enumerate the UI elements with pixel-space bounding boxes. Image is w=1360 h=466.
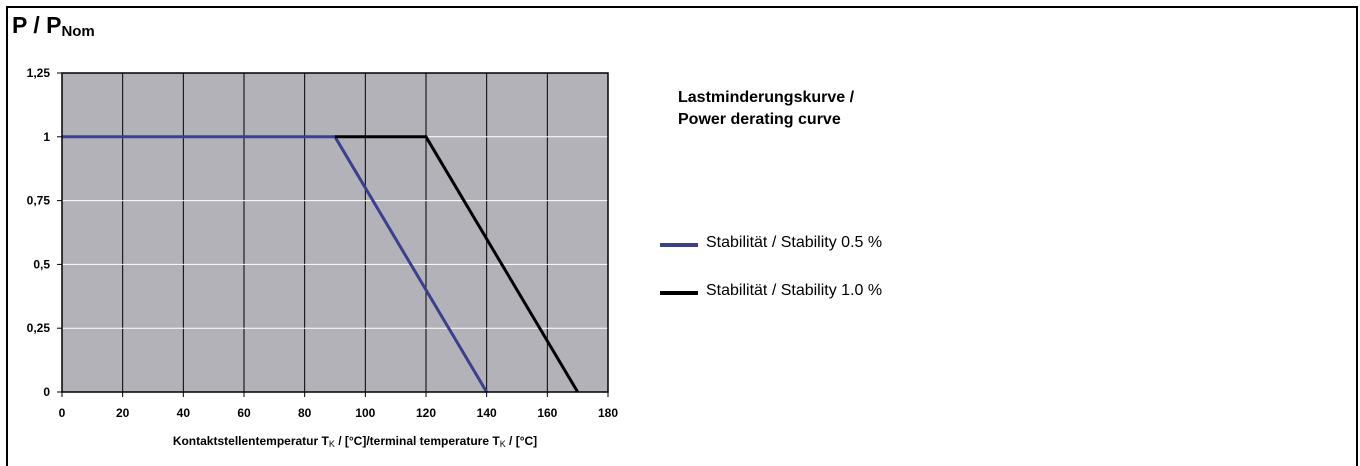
y-tick-label: 0 [43,385,50,399]
series-lines [62,135,579,393]
x-tick-label: 80 [298,406,312,420]
x-tick-label: 180 [598,406,618,420]
plot-border [61,72,609,393]
y-tick-label: 0,75 [27,194,51,208]
x-tick-label: 60 [237,406,251,420]
x-tick-label: 0 [59,406,66,420]
tick-labels: 0 20 40 60 80 100 120 140 160 180 0 0,25 0,5 0,75 1 1,2… [27,66,619,420]
x-tick-label: 100 [355,406,375,420]
legend-label: Stabilität / Stability 0.5 % [706,234,883,251]
plot-area [62,73,608,392]
y-tick-label: 1 [43,130,50,144]
legend-label: Stabilität / Stability 1.0 % [706,282,883,299]
series-line-1 [335,135,579,393]
x-tick-label: 40 [177,406,191,420]
legend-title: Lastminderungskurve / Power derating cur… [678,87,854,131]
chart-frame [6,6,1358,466]
legend-swatch-blue [660,243,698,247]
x-tick-label: 160 [537,406,557,420]
y-tick-label: 1,25 [27,66,51,80]
y-tick-label: 0,25 [27,321,51,335]
legend-title-line-1: Lastminderungskurve / [678,89,855,106]
x-tick-label: 140 [477,406,497,420]
y-tick-label: 0,5 [33,257,50,271]
axes [57,72,609,397]
legend-swatch-black [660,291,698,295]
x-axis-title: Kontaktstellentemperatur TK / [°C]/termi… [173,434,537,449]
legend-title-line-2: Power derating curve [678,111,841,128]
x-tick-label: 20 [116,406,130,420]
x-tick-label: 120 [416,406,436,420]
y-axis-title: P / PNom [12,12,95,40]
